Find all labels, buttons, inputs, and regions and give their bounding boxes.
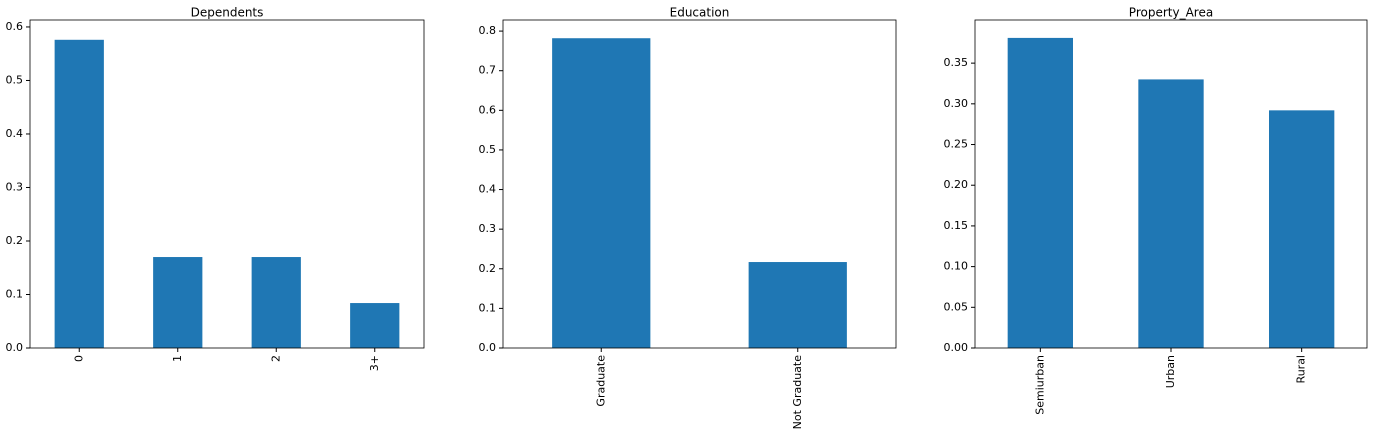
axes-frame [29, 19, 425, 349]
y-tick-label: 0.05 [944, 300, 969, 313]
y-tick-label: 0.0 [479, 341, 497, 354]
x-tick-label: 2 [269, 355, 282, 362]
x-tick-label: Rural [1295, 355, 1308, 383]
chart-title: Education [670, 6, 730, 20]
y-tick-label: 0.1 [6, 287, 24, 300]
bar [1269, 110, 1335, 348]
y-tick-label: 0.8 [479, 24, 497, 37]
y-tick-label: 0.35 [944, 56, 969, 69]
chart-title: Property_Area [1129, 6, 1213, 20]
bar [54, 39, 104, 348]
y-tick-label: 0.3 [479, 222, 497, 235]
y-tick-label: 0.6 [479, 103, 497, 116]
x-tick-label: 0 [72, 355, 85, 362]
axes-frame [974, 19, 1368, 349]
x-tick-label: 1 [171, 355, 184, 362]
y-tick-label: 0.25 [944, 138, 969, 151]
y-tick-label: 0.4 [6, 127, 24, 140]
y-tick-label: 0.3 [6, 180, 24, 193]
y-tick-label: 0.5 [479, 143, 497, 156]
y-tick-label: 0.10 [944, 260, 969, 273]
bar [153, 257, 203, 348]
x-tick-label: Urban [1164, 355, 1177, 388]
y-tick-label: 0.2 [6, 234, 24, 247]
y-tick-label: 0.6 [6, 20, 24, 33]
bar [748, 262, 847, 348]
y-tick-label: 0.15 [944, 219, 969, 232]
axes-frame [502, 19, 897, 349]
bar [251, 257, 301, 348]
y-tick-label: 0.1 [479, 301, 497, 314]
bar [1138, 79, 1204, 348]
chart-title: Dependents [191, 6, 264, 20]
x-tick-label: 3+ [368, 355, 381, 371]
x-tick-label: Semiurban [1033, 355, 1046, 415]
y-tick-label: 0.5 [6, 73, 24, 86]
y-tick-label: 0.0 [6, 341, 24, 354]
x-tick-label: Not Graduate [791, 355, 804, 430]
y-tick-label: 0.00 [944, 341, 969, 354]
x-tick-label: Graduate [594, 355, 607, 407]
y-tick-label: 0.30 [944, 97, 969, 110]
y-tick-label: 0.4 [479, 183, 497, 196]
bar [552, 38, 651, 348]
bar [1007, 37, 1073, 349]
y-tick-label: 0.2 [479, 262, 497, 275]
bar [350, 303, 400, 348]
y-tick-label: 0.20 [944, 178, 969, 191]
y-tick-label: 0.7 [479, 64, 497, 77]
